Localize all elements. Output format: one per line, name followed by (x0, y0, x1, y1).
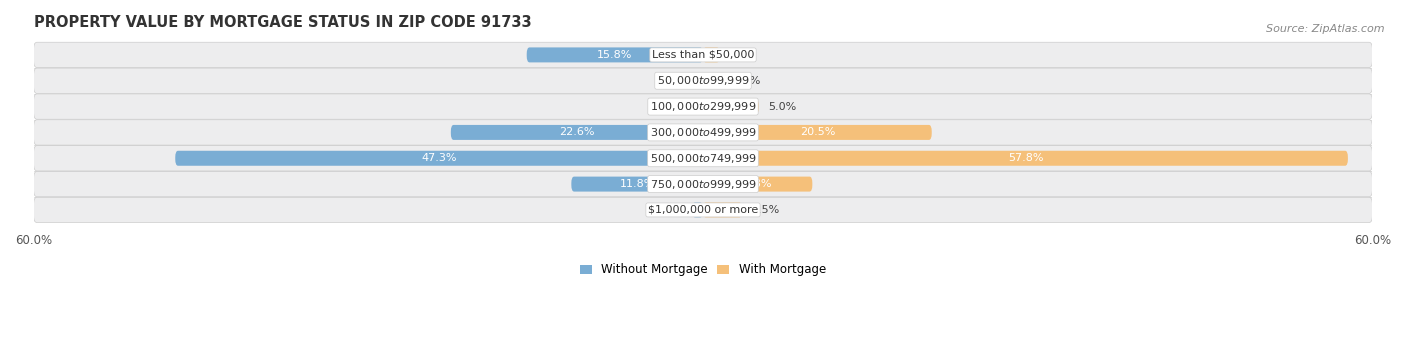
Text: Less than $50,000: Less than $50,000 (652, 50, 754, 60)
Text: $750,000 to $999,999: $750,000 to $999,999 (650, 177, 756, 191)
Text: 5.0%: 5.0% (768, 102, 796, 112)
Text: 11.8%: 11.8% (620, 179, 655, 189)
FancyBboxPatch shape (34, 197, 1372, 223)
FancyBboxPatch shape (34, 171, 1372, 197)
FancyBboxPatch shape (451, 125, 703, 140)
Text: 15.8%: 15.8% (598, 50, 633, 60)
Text: 0.96%: 0.96% (648, 205, 683, 215)
FancyBboxPatch shape (176, 151, 703, 166)
FancyBboxPatch shape (34, 120, 1372, 145)
Text: 20.5%: 20.5% (800, 128, 835, 137)
FancyBboxPatch shape (703, 99, 759, 114)
Text: $300,000 to $499,999: $300,000 to $499,999 (650, 126, 756, 139)
FancyBboxPatch shape (685, 99, 703, 114)
FancyBboxPatch shape (703, 47, 720, 63)
FancyBboxPatch shape (703, 151, 1348, 166)
FancyBboxPatch shape (703, 125, 932, 140)
FancyBboxPatch shape (703, 176, 813, 191)
FancyBboxPatch shape (34, 94, 1372, 119)
Text: 3.5%: 3.5% (751, 205, 779, 215)
Text: 57.8%: 57.8% (1008, 153, 1043, 163)
Text: $50,000 to $99,999: $50,000 to $99,999 (657, 74, 749, 87)
FancyBboxPatch shape (692, 202, 703, 217)
FancyBboxPatch shape (703, 73, 724, 88)
FancyBboxPatch shape (34, 146, 1372, 171)
Text: $100,000 to $299,999: $100,000 to $299,999 (650, 100, 756, 113)
FancyBboxPatch shape (703, 202, 742, 217)
Text: 47.3%: 47.3% (422, 153, 457, 163)
Legend: Without Mortgage, With Mortgage: Without Mortgage, With Mortgage (575, 259, 831, 281)
FancyBboxPatch shape (527, 47, 703, 63)
Text: 1.9%: 1.9% (733, 76, 762, 86)
Text: $1,000,000 or more: $1,000,000 or more (648, 205, 758, 215)
FancyBboxPatch shape (34, 68, 1372, 94)
Text: 1.6%: 1.6% (648, 102, 676, 112)
FancyBboxPatch shape (571, 176, 703, 191)
Text: 0.0%: 0.0% (666, 76, 695, 86)
Text: Source: ZipAtlas.com: Source: ZipAtlas.com (1267, 24, 1385, 34)
Text: 9.8%: 9.8% (744, 179, 772, 189)
Text: $500,000 to $749,999: $500,000 to $749,999 (650, 152, 756, 165)
Text: 22.6%: 22.6% (560, 128, 595, 137)
FancyBboxPatch shape (34, 42, 1372, 68)
Text: PROPERTY VALUE BY MORTGAGE STATUS IN ZIP CODE 91733: PROPERTY VALUE BY MORTGAGE STATUS IN ZIP… (34, 15, 531, 30)
Text: 1.5%: 1.5% (728, 50, 756, 60)
